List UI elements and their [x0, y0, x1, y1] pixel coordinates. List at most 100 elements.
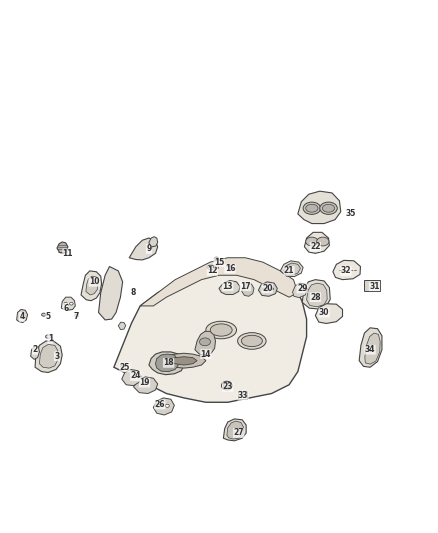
- Ellipse shape: [237, 333, 266, 349]
- Text: 33: 33: [238, 391, 248, 400]
- Polygon shape: [304, 232, 329, 253]
- Polygon shape: [155, 354, 178, 372]
- Polygon shape: [158, 353, 206, 368]
- Text: 29: 29: [297, 284, 307, 293]
- Polygon shape: [129, 238, 158, 260]
- Polygon shape: [81, 271, 102, 301]
- Text: 31: 31: [369, 282, 380, 290]
- Text: 13: 13: [223, 282, 233, 290]
- Polygon shape: [35, 341, 62, 373]
- Text: 8: 8: [131, 288, 136, 297]
- Text: 7: 7: [74, 312, 79, 321]
- Ellipse shape: [367, 346, 373, 351]
- Polygon shape: [149, 352, 184, 375]
- Text: 3: 3: [54, 352, 60, 361]
- Polygon shape: [227, 421, 244, 439]
- Ellipse shape: [200, 338, 210, 346]
- Polygon shape: [242, 283, 254, 296]
- Polygon shape: [57, 242, 68, 253]
- Ellipse shape: [214, 266, 219, 269]
- Text: 23: 23: [223, 383, 233, 391]
- Ellipse shape: [206, 321, 237, 339]
- Polygon shape: [307, 283, 327, 307]
- Polygon shape: [153, 398, 174, 415]
- Ellipse shape: [306, 204, 318, 212]
- Text: 5: 5: [46, 312, 51, 321]
- Ellipse shape: [46, 335, 51, 338]
- Ellipse shape: [306, 237, 318, 246]
- Polygon shape: [17, 310, 28, 322]
- Ellipse shape: [317, 237, 329, 246]
- Ellipse shape: [303, 202, 321, 214]
- Polygon shape: [359, 328, 382, 367]
- Polygon shape: [280, 261, 303, 277]
- Ellipse shape: [121, 365, 125, 368]
- Ellipse shape: [322, 204, 335, 212]
- Text: 15: 15: [214, 257, 224, 266]
- Ellipse shape: [267, 288, 269, 290]
- Text: 25: 25: [120, 363, 130, 372]
- Polygon shape: [365, 333, 380, 364]
- Ellipse shape: [166, 404, 170, 407]
- Text: 34: 34: [365, 345, 375, 354]
- Polygon shape: [118, 322, 126, 329]
- Ellipse shape: [241, 335, 262, 346]
- Text: 4: 4: [19, 312, 25, 321]
- Polygon shape: [315, 304, 343, 324]
- Text: 2: 2: [32, 345, 38, 354]
- Polygon shape: [258, 282, 277, 296]
- Text: 30: 30: [319, 308, 329, 317]
- Text: 35: 35: [345, 209, 356, 219]
- Polygon shape: [195, 332, 215, 355]
- Text: 19: 19: [139, 378, 150, 387]
- Text: 14: 14: [201, 350, 211, 359]
- Polygon shape: [223, 419, 246, 441]
- Ellipse shape: [214, 257, 219, 260]
- Polygon shape: [122, 369, 141, 386]
- Polygon shape: [61, 297, 75, 310]
- Polygon shape: [39, 344, 58, 368]
- Text: 17: 17: [240, 282, 251, 290]
- Polygon shape: [284, 263, 300, 275]
- Polygon shape: [333, 260, 360, 280]
- Polygon shape: [134, 377, 158, 393]
- Text: 11: 11: [63, 249, 73, 258]
- Ellipse shape: [320, 202, 337, 214]
- Ellipse shape: [210, 324, 232, 336]
- Text: 6: 6: [63, 304, 68, 313]
- Polygon shape: [140, 258, 298, 306]
- Text: 22: 22: [310, 243, 321, 251]
- Ellipse shape: [227, 264, 230, 267]
- Ellipse shape: [64, 302, 67, 305]
- Text: 10: 10: [89, 277, 99, 286]
- FancyBboxPatch shape: [238, 391, 247, 399]
- Ellipse shape: [223, 383, 230, 388]
- Ellipse shape: [156, 404, 160, 407]
- Text: 28: 28: [310, 293, 321, 302]
- Text: 1: 1: [48, 334, 53, 343]
- Ellipse shape: [74, 314, 78, 317]
- Ellipse shape: [70, 302, 73, 305]
- Ellipse shape: [262, 288, 265, 290]
- Polygon shape: [149, 237, 158, 247]
- FancyBboxPatch shape: [364, 280, 380, 290]
- Text: 21: 21: [284, 266, 294, 276]
- Ellipse shape: [222, 381, 232, 390]
- Polygon shape: [99, 266, 123, 320]
- Polygon shape: [219, 280, 240, 295]
- Text: 18: 18: [163, 358, 174, 367]
- Polygon shape: [166, 357, 197, 365]
- Polygon shape: [31, 346, 39, 359]
- Polygon shape: [302, 280, 330, 309]
- Text: 9: 9: [146, 245, 152, 254]
- Text: 24: 24: [131, 372, 141, 381]
- Text: 16: 16: [225, 264, 235, 273]
- Polygon shape: [114, 262, 307, 402]
- Text: 32: 32: [341, 266, 351, 276]
- Ellipse shape: [207, 265, 215, 270]
- Text: 27: 27: [233, 429, 244, 438]
- Polygon shape: [298, 191, 341, 223]
- Ellipse shape: [42, 313, 46, 316]
- Polygon shape: [293, 283, 307, 297]
- Text: 12: 12: [207, 266, 218, 276]
